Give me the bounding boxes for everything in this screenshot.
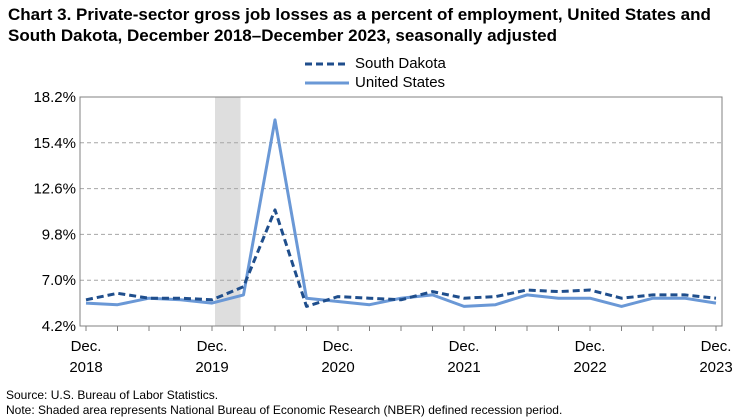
x-tick-label-month: Dec.: [197, 338, 228, 355]
legend-label-united-states: United States: [355, 74, 446, 91]
y-tick-label: 4.2%: [42, 318, 76, 335]
source-note: Source: U.S. Bureau of Labor Statistics.: [6, 388, 219, 402]
y-tick-label: 7.0%: [42, 272, 76, 289]
y-tick-label: 18.2%: [33, 89, 76, 106]
x-tick-label-month: Dec.: [575, 338, 606, 355]
x-tick-label-month: Dec.: [701, 338, 732, 355]
legend-label-south-dakota: South Dakota: [355, 55, 446, 72]
x-tick-label-year: 2019: [195, 359, 228, 376]
legend-item-united-states: United States: [305, 73, 446, 92]
x-tick-label-year: 2018: [69, 359, 102, 376]
x-tick-label-month: Dec.: [71, 338, 102, 355]
legend-swatch-south-dakota: [305, 61, 349, 67]
recession-shading: [215, 97, 241, 326]
x-tick-label-month: Dec.: [323, 338, 354, 355]
plot-area: [79, 96, 723, 327]
legend-item-south-dakota: South Dakota: [305, 54, 446, 73]
shading-note: Note: Shaded area represents National Bu…: [6, 403, 563, 417]
y-tick-label: 12.6%: [33, 181, 76, 198]
y-tick-label: 9.8%: [42, 226, 76, 243]
x-tick-label-year: 2021: [447, 359, 480, 376]
x-tick-label-year: 2023: [699, 359, 732, 376]
y-tick-label: 15.4%: [33, 135, 76, 152]
legend-swatch-united-states: [305, 80, 349, 86]
chart-title: Chart 3. Private-sector gross job losses…: [8, 5, 711, 45]
chart-footer: Source: U.S. Bureau of Labor Statistics.…: [6, 388, 746, 418]
x-tick-label-month: Dec.: [449, 338, 480, 355]
series-line-united-states: [85, 118, 717, 308]
chart-legend: South Dakota United States: [305, 54, 446, 92]
line-chart: 4.2% 7.0% 9.8% 12.6% 15.4% 18.2% Dec. 2018 Dec. 2…: [33, 89, 732, 376]
x-tick-label-year: 2022: [573, 359, 606, 376]
series-line-south-dakota: [85, 208, 717, 308]
x-tick-label-year: 2020: [321, 359, 354, 376]
